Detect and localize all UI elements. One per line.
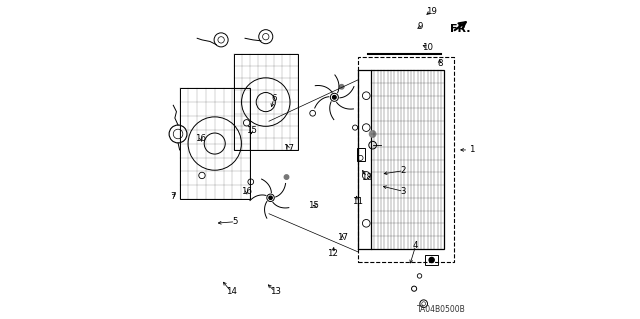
Text: 4: 4 bbox=[413, 241, 419, 250]
Circle shape bbox=[339, 85, 344, 89]
Text: TA04B0500B: TA04B0500B bbox=[417, 305, 465, 314]
Text: 15: 15 bbox=[308, 201, 319, 210]
Text: 12: 12 bbox=[327, 249, 339, 258]
Text: 19: 19 bbox=[426, 7, 436, 16]
Text: 16: 16 bbox=[195, 134, 207, 143]
Text: FR.: FR. bbox=[450, 24, 470, 34]
Text: 2: 2 bbox=[401, 166, 406, 175]
Text: 9: 9 bbox=[418, 22, 423, 31]
Text: 3: 3 bbox=[401, 187, 406, 196]
Text: 14: 14 bbox=[226, 287, 237, 296]
Circle shape bbox=[429, 257, 434, 263]
Circle shape bbox=[269, 196, 272, 199]
Circle shape bbox=[333, 95, 336, 99]
Text: 11: 11 bbox=[352, 197, 363, 206]
Text: 13: 13 bbox=[270, 287, 281, 296]
Text: 6: 6 bbox=[271, 94, 276, 103]
Text: 18: 18 bbox=[362, 173, 372, 182]
Text: 10: 10 bbox=[422, 43, 433, 52]
Text: 7: 7 bbox=[170, 192, 175, 201]
Text: 15: 15 bbox=[246, 126, 257, 135]
Text: 8: 8 bbox=[437, 59, 442, 68]
Text: 5: 5 bbox=[233, 217, 238, 226]
Circle shape bbox=[369, 131, 376, 137]
Text: 17: 17 bbox=[337, 233, 348, 242]
Text: 17: 17 bbox=[283, 144, 294, 153]
Text: 16: 16 bbox=[241, 187, 252, 196]
Bar bbox=[425, 255, 438, 265]
Circle shape bbox=[284, 175, 289, 179]
Text: 1: 1 bbox=[468, 145, 474, 154]
Bar bbox=[356, 148, 365, 161]
